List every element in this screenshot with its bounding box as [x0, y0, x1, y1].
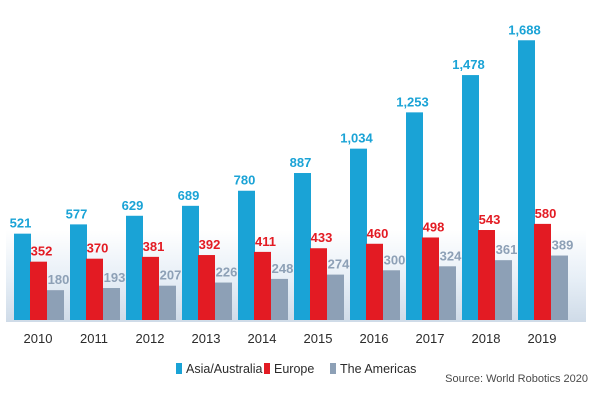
value-label-the-americas-2012: 207 [160, 268, 182, 283]
value-labels-layer: 521 352 180 577 370 193 629 381 207 689 392 226 780 4… [10, 22, 574, 287]
value-label-asia-australia-2017: 1,253 [396, 94, 429, 109]
value-label-asia-australia-2015: 887 [290, 155, 312, 170]
legend-swatch-the-americas [330, 363, 336, 374]
bar-europe-2010 [30, 261, 47, 320]
bar-europe-2018 [478, 230, 495, 320]
value-label-the-americas-2014: 248 [272, 261, 294, 276]
value-label-the-americas-2018: 361 [496, 242, 518, 257]
legend-label-asia-australia: Asia/Australia [186, 362, 262, 376]
value-label-europe-2012: 381 [143, 239, 165, 254]
bar-the-americas-2015 [327, 274, 344, 320]
bar-asia-australia-2019 [518, 40, 535, 320]
bar-asia-australia-2014 [238, 190, 255, 320]
value-label-the-americas-2010: 180 [48, 272, 70, 287]
value-label-asia-australia-2013: 689 [178, 188, 200, 203]
x-tick-label-2017: 2017 [416, 331, 445, 346]
legend-swatch-europe [264, 363, 270, 374]
bar-the-americas-2011 [103, 288, 120, 320]
value-label-the-americas-2017: 324 [440, 248, 462, 263]
value-label-the-americas-2015: 274 [328, 257, 350, 272]
bar-asia-australia-2013 [182, 205, 199, 320]
value-label-asia-australia-2011: 577 [66, 206, 88, 221]
bar-asia-australia-2016 [350, 148, 367, 320]
value-label-asia-australia-2018: 1,478 [452, 57, 485, 72]
bar-the-americas-2019 [551, 255, 568, 320]
value-label-asia-australia-2012: 629 [122, 198, 144, 213]
value-label-asia-australia-2014: 780 [234, 173, 256, 188]
legend-label-the-americas: The Americas [340, 362, 416, 376]
bar-asia-australia-2015 [294, 173, 311, 320]
bar-the-americas-2010 [47, 290, 64, 320]
bar-europe-2012 [142, 256, 159, 320]
x-tick-label-2019: 2019 [528, 331, 557, 346]
x-tick-label-2011: 2011 [80, 331, 108, 346]
x-tick-label-2018: 2018 [472, 331, 501, 346]
legend-label-europe: Europe [274, 362, 314, 376]
bar-the-americas-2016 [383, 270, 400, 320]
x-tick-label-2015: 2015 [304, 331, 333, 346]
value-label-europe-2010: 352 [31, 244, 53, 259]
legend: Asia/Australia Europe The Americas [176, 362, 416, 376]
legend-swatch-asia-australia [176, 363, 182, 374]
value-label-asia-australia-2010: 521 [10, 216, 32, 231]
bar-europe-2015 [310, 248, 327, 320]
value-label-europe-2017: 498 [423, 219, 445, 234]
value-label-europe-2019: 580 [535, 206, 557, 221]
bar-the-americas-2018 [495, 260, 512, 320]
value-label-europe-2015: 433 [311, 230, 333, 245]
bar-asia-australia-2012 [126, 215, 143, 320]
x-axis-ticks: 2010 2011 2012 2013 2014 2015 2016 2017 2018 2019 [24, 331, 557, 346]
value-label-asia-australia-2016: 1,034 [340, 131, 373, 146]
value-label-europe-2013: 392 [199, 237, 221, 252]
value-label-europe-2016: 460 [367, 226, 389, 241]
value-label-the-americas-2013: 226 [216, 265, 238, 280]
bar-asia-australia-2011 [70, 224, 87, 320]
bar-asia-australia-2018 [462, 75, 479, 321]
value-label-europe-2011: 370 [87, 241, 109, 256]
bar-europe-2019 [534, 223, 551, 320]
x-tick-label-2013: 2013 [192, 331, 221, 346]
x-tick-label-2010: 2010 [24, 331, 53, 346]
bar-europe-2017 [422, 237, 439, 320]
value-label-asia-australia-2019: 1,688 [508, 22, 541, 37]
value-label-the-americas-2016: 300 [384, 252, 406, 267]
bar-the-americas-2017 [439, 266, 456, 320]
value-label-europe-2014: 411 [255, 234, 276, 249]
source-note: Source: World Robotics 2020 [445, 373, 588, 385]
bars-layer [14, 40, 568, 321]
x-tick-label-2016: 2016 [360, 331, 389, 346]
bar-europe-2013 [198, 255, 215, 320]
bar-the-americas-2012 [159, 285, 176, 320]
bar-asia-australia-2010 [14, 233, 31, 320]
bar-europe-2011 [86, 258, 103, 320]
value-label-europe-2018: 543 [479, 212, 501, 227]
bar-europe-2014 [254, 251, 271, 320]
bar-the-americas-2013 [215, 282, 232, 320]
x-tick-label-2014: 2014 [248, 331, 277, 346]
bar-the-americas-2014 [271, 278, 288, 320]
bar-asia-australia-2017 [406, 112, 423, 320]
bar-europe-2016 [366, 243, 383, 320]
x-tick-label-2012: 2012 [136, 331, 165, 346]
value-label-the-americas-2011: 193 [104, 270, 126, 285]
value-label-the-americas-2019: 389 [552, 238, 574, 253]
